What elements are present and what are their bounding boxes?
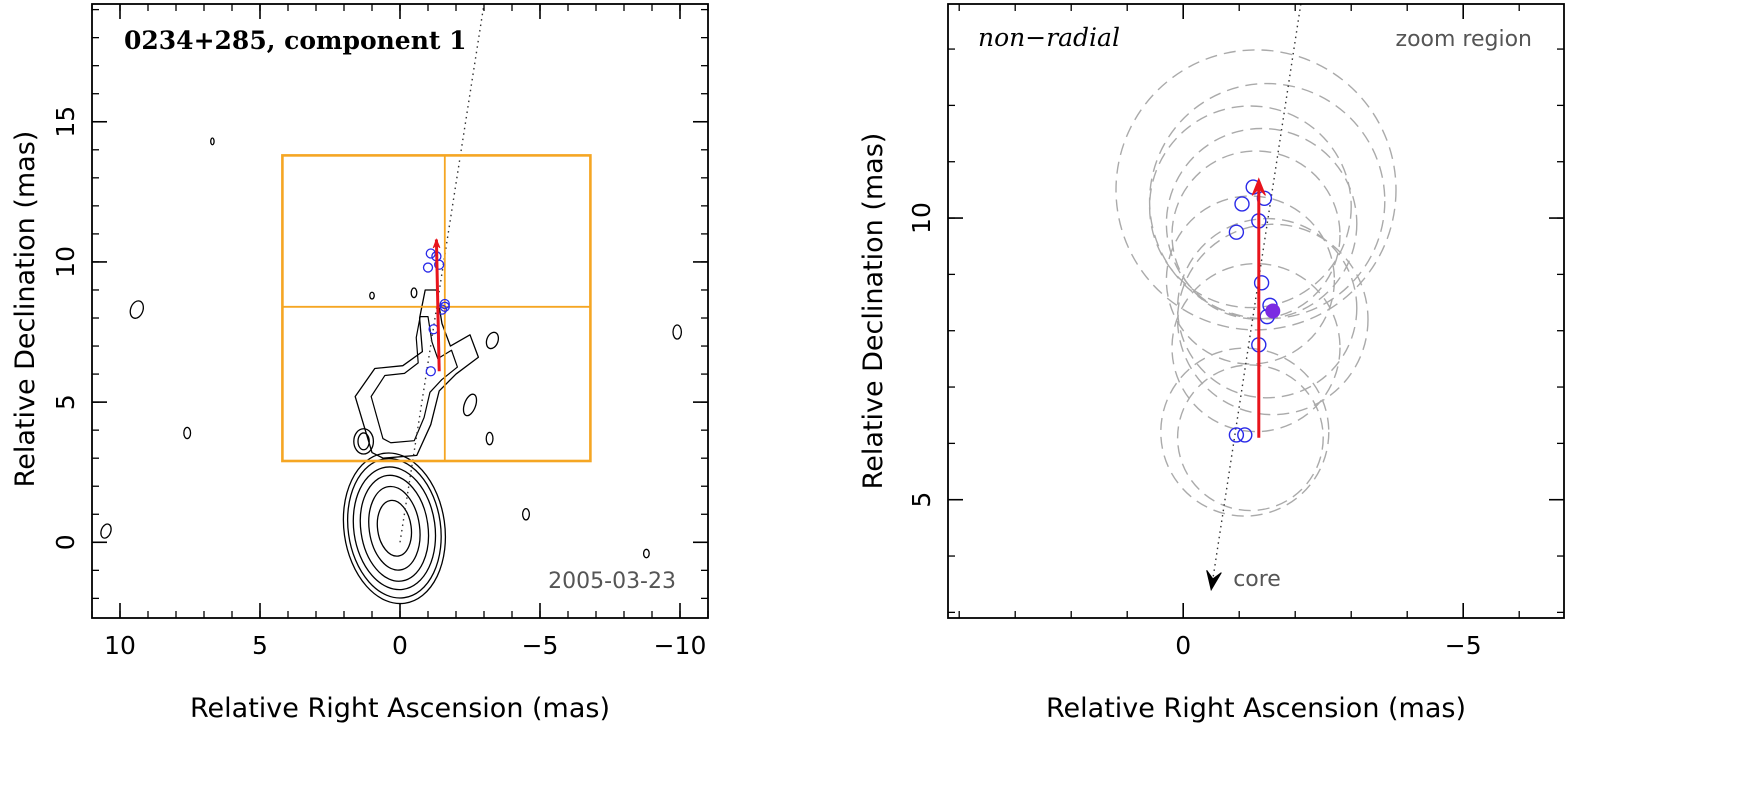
uncertainty-circle (1165, 127, 1358, 320)
left-x-tick-label: 0 (392, 631, 408, 660)
right-track-line (1210, 3, 1302, 590)
contour-line (342, 452, 447, 605)
contour-line (462, 393, 478, 417)
left-y-tick-label: 15 (51, 106, 80, 138)
left-x-tick-label: 10 (104, 631, 136, 660)
right-axis-ticks: 0 −5 5 10 (907, 4, 1564, 660)
contour-line (376, 499, 413, 557)
left-x-tick-label: 5 (252, 631, 268, 660)
left-data-point (439, 298, 450, 310)
uncertainty-circle (1148, 105, 1352, 309)
left-epoch-label: 2005-03-23 (548, 569, 676, 594)
right-x-tick-label: −5 (1445, 631, 1482, 660)
contour-line (183, 426, 192, 440)
uncertainty-circle (1171, 262, 1341, 433)
contour-line (359, 474, 430, 582)
right-x-tick-label: 0 (1175, 631, 1191, 660)
right-data-point (1234, 196, 1250, 212)
contour-line (410, 287, 418, 299)
left-data-point (439, 301, 450, 312)
left-y-tick-label: 10 (51, 246, 80, 278)
contour-line (485, 331, 500, 350)
contour-line (521, 508, 531, 521)
uncertainty-circle (1176, 217, 1358, 399)
left-x-tick-label: −10 (654, 631, 707, 660)
contour-line (485, 431, 494, 446)
left-overlay (281, 3, 592, 543)
left-y-tick-label: 5 (51, 394, 80, 410)
right-panel: 0 −5 5 10 non−radial zoom region core Relat… (858, 3, 1565, 724)
right-filled-point (1265, 303, 1281, 319)
right-data-point (1237, 427, 1253, 443)
contour-line (642, 548, 650, 559)
left-data-point (425, 248, 436, 259)
uncertainty-circle (1176, 364, 1324, 512)
right-overlay (1206, 3, 1302, 592)
right-panel-title: non−radial (978, 23, 1120, 52)
contour-line (100, 523, 112, 539)
left-motion-vector-head (432, 238, 441, 249)
left-contours (100, 137, 683, 605)
right-zoom-region-label: zoom region (1396, 27, 1532, 52)
uncertainty-circle (1171, 150, 1341, 320)
core-arrow-head (1206, 570, 1222, 592)
left-plot-frame (91, 3, 709, 619)
left-y-axis-title: Relative Declination (mas) (10, 131, 41, 488)
right-motion-vector-head (1251, 177, 1266, 196)
contour-line (129, 300, 145, 319)
contour-line (369, 291, 375, 300)
contour-line (352, 466, 437, 591)
left-x-tick-label: −5 (522, 631, 559, 660)
contour-line (368, 485, 421, 571)
left-panel-title: 0234+285, component 1 (124, 26, 467, 55)
contour-line (346, 457, 442, 599)
right-x-axis-title: Relative Right Ascension (mas) (1046, 693, 1466, 724)
right-data-point (1228, 224, 1245, 240)
left-panel: 10 5 0 −5 −10 0 5 10 15 0234+285, component 1 20… (10, 3, 709, 724)
uncertainty-circle (1176, 223, 1369, 416)
uncertainty-circle (1115, 49, 1397, 331)
jet-contour (354, 289, 480, 459)
right-uncertainty-circles (1115, 49, 1397, 517)
contour-line (353, 428, 375, 455)
right-y-axis-title: Relative Declination (mas) (858, 133, 889, 490)
right-data-point (1253, 275, 1270, 291)
left-axis-ticks: 10 5 0 −5 −10 0 5 10 15 (51, 4, 709, 660)
right-data-point (1228, 427, 1245, 443)
contour-line (210, 137, 215, 146)
left-y-tick-label: 0 (51, 534, 80, 550)
right-y-tick-label: 5 (907, 492, 936, 508)
uncertainty-circle (1148, 82, 1386, 320)
zoom-box (281, 154, 592, 463)
right-y-tick-label: 10 (907, 202, 936, 234)
jet-contour-inner (370, 316, 458, 444)
uncertainty-circle (1165, 195, 1336, 365)
right-plot-frame (947, 3, 1565, 619)
left-motion-vector (434, 239, 441, 372)
left-data-point (425, 366, 436, 377)
left-x-axis-title: Relative Right Ascension (mas) (190, 693, 610, 724)
left-data-point (422, 262, 434, 273)
uncertainty-circle (1160, 347, 1330, 517)
right-core-label: core (1233, 567, 1281, 592)
left-data-point (434, 259, 445, 270)
contour-line (672, 324, 683, 340)
